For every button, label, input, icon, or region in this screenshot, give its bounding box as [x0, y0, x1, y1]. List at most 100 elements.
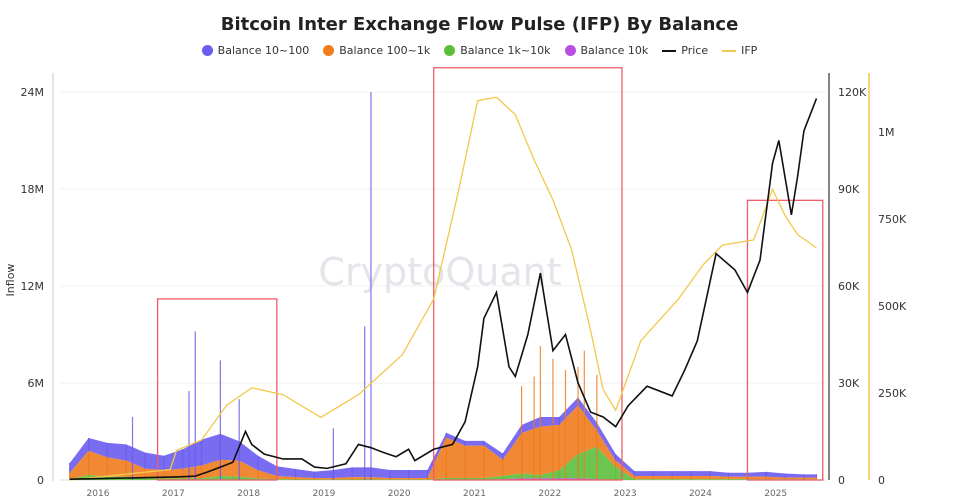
y-tick-label: 6M — [28, 377, 45, 390]
legend-line-icon — [722, 49, 737, 52]
inflow-bar-b100_1k — [87, 450, 90, 476]
ifp-tick-label: 500K — [878, 300, 907, 313]
inflow-bar-b100_1k — [408, 478, 410, 480]
legend-dot-icon — [323, 45, 335, 56]
inflow-bar-b10_100 — [163, 455, 165, 471]
inflow-bar-b100_1k — [106, 457, 109, 477]
inflow-bar-b10_100 — [615, 454, 617, 461]
inflow-bar-b100_1k — [445, 437, 447, 479]
legend-label: Balance 100~1k — [339, 44, 431, 57]
legend-item-b10k[interactable]: Balance 10k — [564, 44, 649, 57]
legend-label: Price — [681, 44, 709, 57]
inflow-bar-b1k_10k — [200, 478, 203, 480]
inflow-bar-b1k_10k — [671, 479, 673, 480]
inflow-bar-b1k_10k — [728, 479, 730, 480]
inflow-bar-b100_1k — [295, 477, 297, 480]
inflow-bar-b100_1k — [313, 478, 316, 480]
y-tick-label: 24M — [21, 86, 45, 99]
inflow-bar-b100_1k — [784, 477, 786, 480]
inflow-bar-b100_1k — [671, 475, 673, 480]
inflow-bar-b10_100 — [106, 442, 109, 458]
inflow-bar-b10_100 — [313, 471, 316, 479]
x-tick-label: 2024 — [689, 489, 712, 499]
legend-item-ifp[interactable]: IFP — [722, 44, 757, 57]
highlight-box — [746, 199, 824, 481]
inflow-bar-b10_100 — [182, 449, 184, 469]
legend-item-b100_1k[interactable]: Balance 100~1k — [323, 44, 430, 57]
legend-label: Balance 10k — [580, 44, 649, 57]
price-tick-label: 0 — [838, 474, 845, 487]
inflow-bar-b100_1k — [257, 470, 259, 479]
inflow-bar-b1k_10k — [483, 478, 485, 480]
inflow-bar-b10_100 — [408, 469, 410, 479]
inflow-bar-b1k_10k — [633, 479, 636, 480]
inflow-bar-b100_1k — [144, 468, 146, 479]
inflow-bar-b10_100 — [445, 432, 447, 438]
inflow-bar-b10_100 — [558, 416, 560, 426]
y-tick-label: 12M — [21, 280, 45, 293]
x-tick-label: 2019 — [312, 489, 335, 499]
y-tick-label: 0 — [37, 474, 44, 487]
price-tick-label: 120K — [838, 86, 867, 99]
inflow-bar-b100_1k — [803, 477, 805, 480]
inflow-bar-b10_100 — [69, 463, 71, 473]
inflow-bar-b10_100 — [483, 440, 485, 446]
inflow-bar-b10_100 — [671, 471, 673, 476]
inflow-bar-b100_1k — [389, 478, 391, 480]
area-b10_100 — [69, 397, 817, 479]
inflow-bar-b100_1k — [728, 476, 730, 480]
inflow-bar-b10_100 — [709, 471, 711, 476]
inflow-bar-b100_1k — [483, 445, 485, 479]
inflow-bar-b100_1k — [502, 459, 504, 476]
inflow-bar-b100_1k — [765, 476, 767, 480]
x-tick-label: 2025 — [764, 489, 787, 499]
x-tick-label: 2018 — [237, 489, 260, 499]
inflow-bar-b1k_10k — [652, 479, 654, 480]
inflow-bar-b10_100 — [633, 471, 636, 476]
inflow-bar-b1k_10k — [502, 475, 504, 480]
inflow-bar-b1k_10k — [709, 479, 711, 480]
inflow-bar-b10_100 — [87, 437, 90, 451]
inflow-bar-b10_100 — [389, 469, 391, 479]
inflow-bar-b100_1k — [690, 475, 692, 480]
inflow-bar-b10_100 — [728, 472, 730, 477]
legend-item-b1k_10k[interactable]: Balance 1k~10k — [444, 44, 551, 57]
ifp-tick-label: 1M — [878, 126, 895, 139]
legend-dot-icon — [444, 45, 456, 56]
legend-line-icon — [662, 49, 677, 52]
x-tick-label: 2021 — [463, 489, 486, 499]
inflow-bar-b10_100 — [464, 440, 466, 446]
inflow-bar-b1k_10k — [690, 479, 692, 480]
inflow-bar-b100_1k — [615, 460, 617, 468]
inflow-bar-b100_1k — [558, 425, 560, 471]
inflow-bar-b10_100 — [803, 474, 805, 478]
inflow-bar-b100_1k — [125, 460, 127, 477]
inflow-bar-b1k_10k — [257, 478, 259, 480]
ifp-tick-label: 750K — [878, 213, 907, 226]
highlight-box — [156, 298, 278, 481]
price-tick-label: 30K — [838, 377, 860, 390]
legend-item-b10_100[interactable]: Balance 10~100 — [201, 44, 309, 57]
y-axis-label: Inflow — [4, 264, 17, 297]
inflow-bar-b1k_10k — [182, 478, 184, 480]
legend-dot-icon — [201, 45, 213, 56]
price-tick-label: 60K — [838, 280, 860, 293]
inflow-bar-b100_1k — [652, 475, 654, 480]
legend-item-price[interactable]: Price — [662, 44, 708, 57]
inflow-bar-b1k_10k — [464, 478, 466, 480]
ifp-tick-label: 0 — [878, 474, 885, 487]
inflow-bar-b100_1k — [200, 465, 203, 479]
inflow-bar-b10_100 — [144, 452, 146, 469]
inflow-bar-b10_100 — [125, 444, 127, 461]
inflow-bar-b1k_10k — [558, 470, 560, 479]
inflow-bar-b10_100 — [502, 453, 504, 460]
inflow-bar-b100_1k — [351, 477, 353, 480]
legend-label: IFP — [741, 44, 758, 57]
inflow-bar-b10_100 — [351, 467, 353, 478]
price-tick-label: 90K — [838, 183, 860, 196]
inflow-bar-b100_1k — [464, 445, 466, 479]
inflow-bar-b1k_10k — [615, 467, 617, 480]
inflow-bar-b10_100 — [652, 471, 654, 476]
x-tick-label: 2017 — [162, 489, 185, 499]
